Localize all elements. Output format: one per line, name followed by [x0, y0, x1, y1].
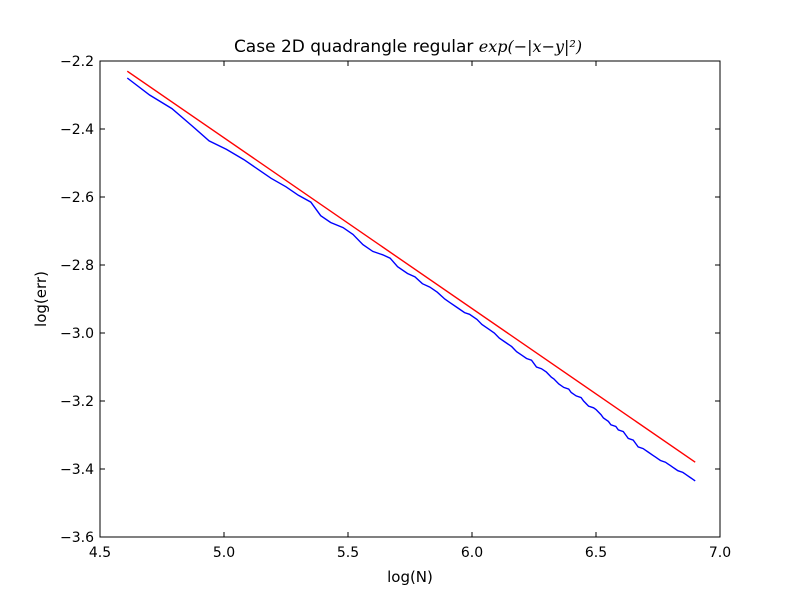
- x-tick-label: 7.0: [709, 545, 731, 561]
- chart-title: Case 2D quadrangle regular exp(−|x−y|²): [234, 37, 582, 57]
- x-tick-label: 5.0: [213, 545, 235, 561]
- y-tick-label: −2.8: [60, 258, 94, 274]
- y-tick-label: −3.2: [60, 394, 94, 410]
- plot-area: 4.5 5.0 5.5 6.0 6.5 7.0 −2.2 −2.4 −2.6 −2.8 −3.0 −3…: [60, 54, 731, 561]
- y-axis-label: log(err): [32, 271, 50, 327]
- y-tick-label: −2.2: [60, 54, 94, 70]
- x-tick-label: 6.0: [461, 545, 483, 561]
- x-tick-label: 4.5: [89, 545, 111, 561]
- y-tick-label: −3.0: [60, 326, 94, 342]
- chart-title-math: exp(−|x−y|²): [479, 37, 582, 56]
- x-tick-label: 6.5: [585, 545, 607, 561]
- series-line-1: [126, 70, 696, 463]
- y-tick-label: −2.4: [60, 122, 94, 138]
- series-line-2: [126, 77, 696, 482]
- plot-frame: [99, 60, 721, 538]
- y-tick-label: −3.4: [60, 462, 94, 478]
- y-tick-label: −3.6: [60, 530, 94, 546]
- chart-title-text: Case 2D quadrangle regular: [234, 37, 479, 57]
- x-tick-label: 5.5: [337, 545, 359, 561]
- x-axis-label: log(N): [387, 568, 433, 586]
- y-tick-label: −2.6: [60, 190, 94, 206]
